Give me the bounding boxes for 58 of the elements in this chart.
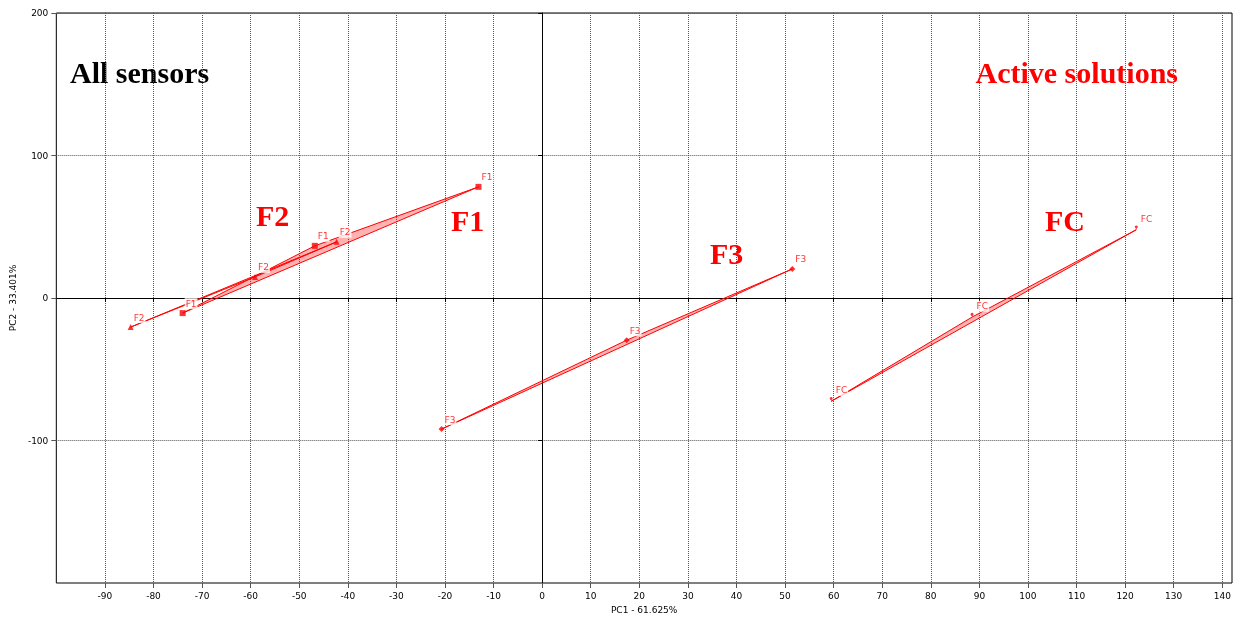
x-tick-label: 130 xyxy=(1165,590,1183,601)
y-tick-label: -100 xyxy=(27,435,49,446)
text: F1 xyxy=(317,231,329,242)
x-tick-label: -30 xyxy=(389,590,405,601)
point xyxy=(789,265,796,272)
point xyxy=(127,324,134,331)
y-tick-label: 200 xyxy=(31,8,49,18)
text: FC xyxy=(976,301,989,312)
annotation: FC xyxy=(1045,203,1085,237)
series-label: FC xyxy=(1140,213,1153,224)
text: F3 xyxy=(629,325,641,336)
annotation: F1 xyxy=(451,203,485,237)
series-label: F1 xyxy=(481,172,493,183)
x-tick-label: 0 xyxy=(539,590,546,601)
text: F1 xyxy=(185,298,197,309)
text: F2 xyxy=(133,312,145,323)
x-axis-title: PC1 - 61.625% xyxy=(610,604,678,615)
annotation: F2 xyxy=(256,198,290,232)
x-tick-label: -60 xyxy=(243,590,259,601)
x-tick-label: 80 xyxy=(925,590,937,601)
y-tick-label: 100 xyxy=(31,150,49,161)
point xyxy=(179,310,186,317)
point xyxy=(438,426,445,433)
annotation: All sensors xyxy=(70,55,210,89)
x-tick-label: 90 xyxy=(973,590,986,601)
x-tick-label: -50 xyxy=(291,590,307,601)
x-tick-label: 100 xyxy=(1019,590,1037,601)
x-tick-label: -40 xyxy=(340,590,356,601)
x-tick-label: -70 xyxy=(194,590,210,601)
x-tick-label: 110 xyxy=(1067,590,1086,601)
series-label: F2 xyxy=(258,262,269,273)
text: F3 xyxy=(795,254,807,265)
point xyxy=(252,273,259,280)
x-tick-label: 20 xyxy=(633,590,646,601)
x-tick-label: 120 xyxy=(1116,590,1134,601)
x-tick-label: 30 xyxy=(682,590,694,601)
x-tick-label: 60 xyxy=(827,590,840,601)
annotation: F3 xyxy=(710,236,744,270)
text: FC xyxy=(835,385,848,396)
point xyxy=(623,337,630,344)
x-tick-label: 10 xyxy=(585,590,597,601)
series-label: F3 xyxy=(444,414,456,425)
x-tick-label: 140 xyxy=(1213,590,1232,601)
text: F2 xyxy=(339,227,351,238)
y-axis-title: PC2 - 33.401% xyxy=(7,264,18,332)
x-tick-label: -90 xyxy=(97,590,113,601)
x-tick-label: -20 xyxy=(437,590,453,601)
annotation: Active solutions xyxy=(975,55,1178,89)
x-tick-label: 50 xyxy=(779,590,792,601)
y-tick-label: 0 xyxy=(42,293,49,303)
point xyxy=(1134,225,1138,230)
x-tick-label: 70 xyxy=(876,590,889,601)
x-tick-label: 40 xyxy=(730,590,743,601)
point xyxy=(311,242,318,249)
x-tick-label: -10 xyxy=(486,590,502,601)
point xyxy=(475,183,482,190)
x-tick-label: -80 xyxy=(146,590,162,601)
point xyxy=(333,238,340,245)
